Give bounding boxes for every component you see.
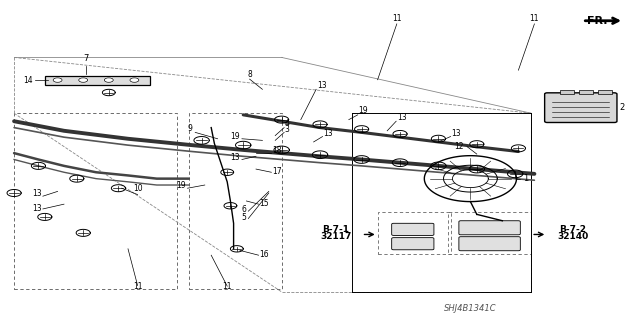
Circle shape [53,78,62,82]
Circle shape [130,78,139,82]
Text: 1: 1 [523,174,528,183]
Text: 15: 15 [259,199,269,208]
Text: 13: 13 [32,189,42,198]
Text: 13: 13 [323,129,333,137]
Circle shape [104,78,113,82]
Text: 2: 2 [620,103,625,112]
Text: 7: 7 [84,55,89,63]
Text: 11: 11 [223,282,232,291]
Text: 10: 10 [132,184,143,193]
Text: 12: 12 [454,142,464,151]
FancyBboxPatch shape [45,76,150,85]
Bar [189,113,282,289]
FancyBboxPatch shape [545,93,617,122]
Bar [448,212,531,254]
Bar [378,212,451,254]
FancyBboxPatch shape [459,221,520,235]
Text: 11: 11 [133,282,142,291]
Text: 17: 17 [272,167,282,176]
Text: 5: 5 [241,213,246,222]
Bar [14,113,177,289]
FancyBboxPatch shape [392,223,434,235]
Text: 3: 3 [285,125,290,134]
Text: 6: 6 [241,205,246,214]
Text: 13: 13 [32,204,42,212]
Text: B-7-1: B-7-1 [323,225,349,234]
Text: 13: 13 [397,113,406,122]
Text: 32140: 32140 [557,232,588,241]
Text: 13: 13 [317,81,326,90]
FancyBboxPatch shape [392,238,434,250]
Text: 19: 19 [176,181,186,190]
Bar [598,90,612,94]
Text: 13: 13 [451,129,461,137]
Text: B-7-2: B-7-2 [559,225,586,234]
Text: 18: 18 [272,146,282,155]
Text: 13: 13 [230,152,240,161]
Bar [560,90,574,94]
Text: 32117: 32117 [320,232,352,241]
Text: 16: 16 [259,250,269,259]
Text: 4: 4 [285,119,290,128]
Circle shape [79,78,88,82]
Bar [579,90,593,94]
Text: 19: 19 [358,106,368,115]
Text: 19: 19 [230,132,240,141]
Text: 8: 8 [247,70,252,78]
Text: 11: 11 [392,14,401,23]
Text: 11: 11 [530,14,539,23]
Text: SHJ4B1341C: SHJ4B1341C [444,304,497,313]
Text: 9: 9 [187,124,192,133]
Text: FR.: FR. [587,16,607,26]
FancyBboxPatch shape [459,237,520,251]
Text: 14: 14 [24,76,33,85]
